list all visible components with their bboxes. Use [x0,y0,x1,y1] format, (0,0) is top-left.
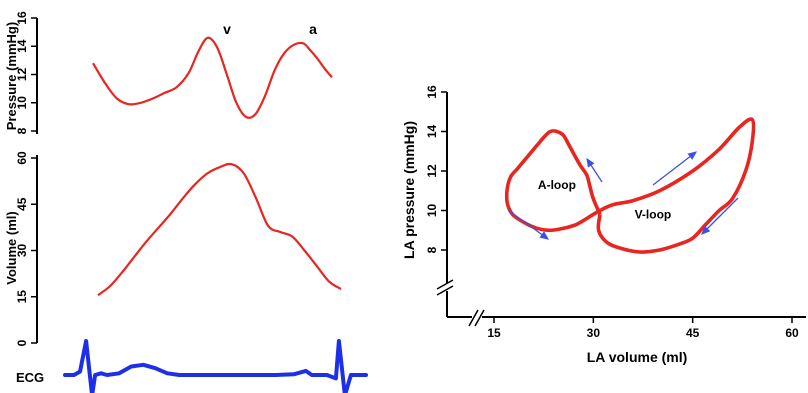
pv-y-axis-label: LA pressure (mmHg) [401,121,417,259]
pv-y-axis-break-2 [436,285,454,296]
volume-y-tick-label-30: 30 [15,244,29,258]
pv-loop-curve [504,117,756,254]
pv-y-axis-break-1 [436,279,454,290]
pv-loop-panel: 8 10 12 14 16 15 30 45 60 LA pressure (mmHg) LA… [401,85,806,365]
volume-y-tick-label-0: 0 [15,339,29,346]
volume-y-axis-label: Volume (ml) [4,211,19,284]
flow-arrow-a-upper [586,157,603,183]
ecg-panel: ECG [16,339,368,393]
pv-y-ticks: 8 10 12 14 16 [425,85,447,253]
pressure-y-tick-label-14: 14 [15,39,29,53]
pv-x-ticks: 15 30 45 60 [487,317,799,340]
pressure-y-tick-label-8: 8 [15,127,29,134]
volume-y-tick-label-15: 15 [15,290,29,304]
volume-y-tick-label-60: 60 [15,151,29,165]
volume-y-ticks: 0 15 30 45 60 [15,151,37,346]
pressure-y-tick-label-10: 10 [15,96,29,110]
a-loop-label: A-loop [538,178,576,192]
pv-x-axis-label: LA volume (ml) [587,349,688,365]
pressure-y-axis-label: Pressure (mmHg) [4,22,19,130]
pv-x-tick-label-60: 60 [785,326,799,340]
pv-x-tick-label-30: 30 [587,326,601,340]
pv-x-axis-break-2 [474,309,485,327]
ecg-trace [63,339,368,393]
pressure-curve [92,36,333,119]
a-wave-label: a [309,21,317,37]
pressure-y-ticks: 8 10 12 14 16 [15,11,37,134]
pressure-panel: 8 10 12 14 16 Pressure (mmHg) v a [4,11,333,134]
pv-y-tick-label-8: 8 [425,246,439,253]
ecg-label: ECG [16,370,44,385]
pv-x-tick-label-45: 45 [686,326,700,340]
pv-y-tick-label-12: 12 [425,164,439,178]
pv-x-tick-label-15: 15 [487,326,501,340]
pv-y-tick-label-10: 10 [425,204,439,218]
volume-y-tick-label-45: 45 [15,197,29,211]
volume-curve [97,162,342,297]
pressure-y-tick-label-16: 16 [15,11,29,25]
pv-y-tick-label-16: 16 [425,85,439,99]
pressure-y-tick-label-12: 12 [15,68,29,82]
flow-arrow-v-upper [652,151,698,186]
v-wave-label: v [223,21,231,37]
pv-y-tick-label-14: 14 [425,125,439,139]
v-loop-label: V-loop [635,207,672,221]
flow-arrow-v-lower [701,197,739,235]
volume-panel: 0 15 30 45 60 Volume (ml) [4,151,342,346]
pv-x-axis-break-1 [468,309,479,327]
flow-arrow-a-lower [507,209,550,240]
